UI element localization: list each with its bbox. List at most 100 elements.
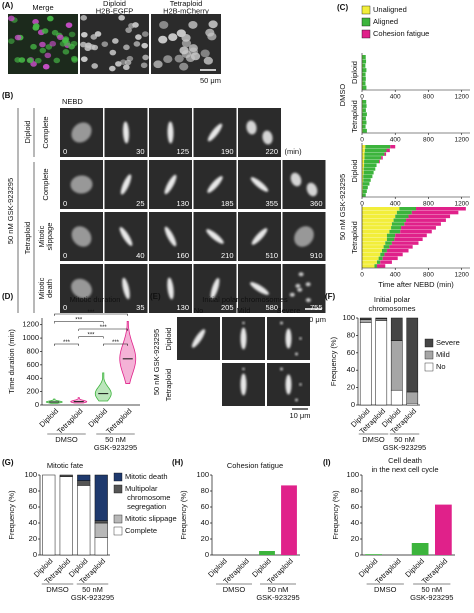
- bar-segment: [60, 477, 73, 555]
- y-tick-label: 80: [347, 330, 355, 339]
- nucleus: [60, 41, 67, 47]
- phase-segment: [379, 257, 383, 261]
- time-stamp: 40: [136, 251, 144, 260]
- phase-segment: [362, 81, 365, 85]
- panel-title: Initial polar chromosomes: [202, 295, 288, 304]
- nucleus: [53, 58, 60, 64]
- phase-segment: [394, 238, 422, 242]
- y-tick-label: 100: [196, 470, 209, 479]
- y-axis-label: Frequency (%): [179, 490, 188, 540]
- y-tick-label: 80: [29, 486, 37, 495]
- panel-label: (D): [2, 292, 13, 301]
- significance-label: ***: [100, 325, 108, 331]
- time-stamp: 130: [176, 303, 189, 312]
- bar-segment: [95, 521, 108, 523]
- legend-swatch: [362, 18, 370, 26]
- fate-label: Complete: [41, 168, 50, 200]
- bar: [412, 543, 429, 555]
- treatment-label: 50 nM GSK-923295: [6, 178, 15, 244]
- x-tick-label: 400: [390, 272, 401, 279]
- phase-segment: [363, 175, 372, 178]
- group-label: 50 nM GSK-923295: [338, 174, 347, 240]
- x-tick-label: 800: [423, 272, 434, 279]
- phase-segment: [362, 226, 391, 230]
- nucleus: [81, 56, 88, 62]
- phase-segment: [389, 230, 400, 234]
- column-title: Mild: [237, 306, 251, 315]
- y-tick-label: 40: [347, 365, 355, 374]
- nucleus: [189, 44, 198, 52]
- phase-segment: [362, 152, 364, 155]
- y-tick-label: 1200: [22, 320, 39, 329]
- phase-segment: [362, 64, 365, 68]
- phase-segment: [362, 164, 364, 167]
- micrograph: [177, 317, 220, 360]
- bar-segment: [60, 475, 73, 477]
- nucleus: [205, 29, 214, 37]
- phase-segment: [395, 234, 427, 238]
- y-tick-label: 60: [347, 348, 355, 357]
- y-tick-label: 800: [26, 346, 39, 355]
- nucleus: [134, 41, 141, 47]
- time-stamp: 130: [176, 199, 189, 208]
- nucleus: [132, 22, 139, 28]
- nucleus: [71, 56, 78, 62]
- ploidy-label: Diploid: [23, 121, 32, 144]
- nucleus: [39, 42, 46, 48]
- phase-segment: [384, 253, 402, 257]
- phase-segment: [412, 211, 459, 215]
- bar-segment: [42, 475, 55, 555]
- nucleus: [159, 21, 168, 29]
- phase-segment: [363, 129, 367, 133]
- phase-segment: [409, 215, 451, 219]
- phase-segment: [362, 160, 364, 163]
- time-stamp: 0: [63, 199, 67, 208]
- group-label: DMSO: [55, 435, 78, 444]
- phase-segment: [379, 160, 380, 163]
- subplot-label: Diploid: [350, 160, 359, 183]
- phase-segment: [380, 260, 392, 264]
- group-label: GSK-923295: [383, 443, 426, 452]
- chromatin: [280, 322, 283, 325]
- phase-segment: [362, 86, 366, 90]
- group-label: DMSO: [223, 585, 246, 594]
- phase-segment: [397, 211, 412, 215]
- chart-title: Mitotic fate: [47, 461, 83, 470]
- violin: [46, 399, 62, 403]
- x-tick-label: 800: [423, 137, 434, 144]
- nebd-label: NEBD: [62, 97, 83, 106]
- x-tick-label: Tetraploid: [104, 406, 133, 435]
- scale-bar-label: 10 μm: [290, 411, 311, 420]
- nucleus: [142, 55, 149, 61]
- y-tick-label: 100: [346, 470, 359, 479]
- chromatin: [242, 368, 244, 370]
- bar-segment: [95, 475, 108, 521]
- phase-segment: [362, 253, 380, 257]
- bar-segment: [360, 322, 371, 405]
- y-tick-label: 60: [201, 502, 209, 511]
- time-stamp: 355: [265, 199, 278, 208]
- bar-segment: [95, 537, 108, 555]
- significance-label: ***: [112, 340, 120, 346]
- chart-title: Initial polar: [374, 295, 411, 304]
- legend-swatch: [425, 351, 433, 359]
- nucleus: [115, 61, 122, 67]
- phase-segment: [362, 245, 384, 249]
- fate-label: Complete: [41, 116, 50, 148]
- nucleus: [188, 21, 197, 29]
- time-stamp: 125: [176, 147, 189, 156]
- time-stamp: 185: [221, 199, 234, 208]
- legend-swatch: [362, 6, 370, 14]
- y-tick-label: 60: [29, 502, 37, 511]
- chromatin: [241, 374, 247, 396]
- phase-segment: [385, 241, 392, 245]
- nucleus: [123, 64, 130, 70]
- x-tick-label: Diploid: [86, 406, 109, 429]
- time-stamp: 510: [265, 251, 278, 260]
- x-tick-label: 800: [423, 94, 434, 101]
- y-tick-label: 0: [351, 400, 355, 409]
- nucleus: [153, 60, 162, 68]
- phase-segment: [362, 55, 365, 59]
- chromatin: [306, 298, 311, 302]
- x-tick-label: 1200: [454, 137, 469, 144]
